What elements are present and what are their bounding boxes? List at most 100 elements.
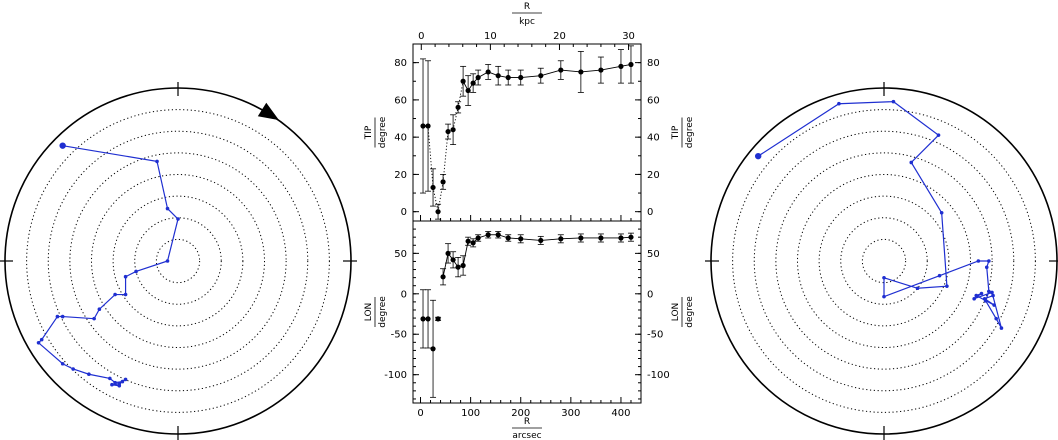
series-point	[976, 259, 981, 263]
x-tick-label: 100	[461, 408, 480, 419]
y-tick-label: -50	[391, 330, 407, 341]
series-segment	[600, 65, 622, 71]
dotted-ring	[797, 174, 971, 348]
series-segment	[462, 241, 469, 266]
y-axis-title: TIP degree	[671, 116, 695, 148]
series-point	[979, 291, 984, 296]
series-point	[891, 99, 896, 104]
data-point	[470, 80, 476, 86]
y-axis-name: LON	[364, 303, 374, 322]
dotted-ring	[69, 152, 287, 370]
series-point	[974, 293, 979, 298]
series-point	[939, 210, 944, 215]
series-point	[982, 296, 987, 301]
y-tick-label: 40	[394, 133, 407, 144]
y-tick-label: 60	[647, 95, 660, 106]
data-point	[450, 127, 456, 133]
outer-circle	[710, 87, 1058, 435]
y-tick-label: -100	[384, 370, 407, 381]
y-tick-label: 20	[394, 170, 407, 181]
series-point	[915, 286, 920, 291]
y-tick-label: 50	[647, 249, 660, 260]
data-point	[618, 63, 624, 69]
series-point	[123, 292, 128, 297]
series-point	[882, 294, 886, 299]
series-point	[909, 160, 914, 165]
x-top-tick-label: 10	[484, 31, 497, 42]
data-point	[450, 257, 456, 263]
data-point	[538, 237, 544, 244]
series-point	[55, 314, 60, 319]
y-tick-label: 0	[647, 207, 653, 218]
y-axis-title: LON degree	[671, 296, 695, 328]
series-segment	[457, 81, 464, 108]
y-axis-unit: degree	[685, 296, 695, 328]
series-segment	[432, 187, 439, 212]
series-point	[60, 361, 65, 366]
data-point	[618, 235, 624, 241]
y-tick-label: -100	[647, 370, 670, 381]
data-point	[598, 67, 604, 73]
dotted-ring	[47, 130, 309, 392]
series-segment	[520, 75, 541, 78]
series-point	[990, 290, 994, 295]
y-tick-label: 50	[394, 249, 407, 260]
data-point	[485, 232, 491, 238]
series-point	[87, 372, 91, 377]
dotted-ring	[861, 238, 907, 284]
data-point	[485, 69, 491, 75]
y-tick-label: -50	[647, 330, 663, 341]
y-tick-label: 0	[401, 289, 407, 300]
dotted-ring	[112, 195, 244, 327]
series-point	[120, 379, 125, 384]
data-point	[425, 123, 431, 129]
y-axis-unit: degree	[685, 116, 695, 148]
x-tick-label: 400	[611, 408, 630, 419]
series-point	[123, 274, 128, 279]
data-point	[445, 250, 451, 256]
series-point	[60, 314, 65, 319]
series-point	[992, 303, 996, 307]
y-tick-label: 0	[647, 289, 653, 300]
x-tick-label: 300	[561, 408, 580, 419]
series-point	[837, 101, 841, 106]
polar-plot-left	[0, 82, 357, 440]
y-axis-unit: degree	[378, 296, 388, 328]
series-point	[97, 307, 102, 312]
series-point	[987, 259, 991, 263]
data-point	[538, 73, 544, 79]
data-point	[475, 74, 481, 81]
series-segment	[560, 237, 581, 240]
data-point	[420, 316, 426, 322]
dotted-ring	[818, 195, 950, 327]
x-top-axis-unit: kpc	[519, 17, 535, 27]
data-point	[465, 87, 471, 94]
data-point	[495, 73, 501, 79]
series-point	[134, 269, 138, 274]
series-segment	[437, 181, 444, 212]
series-start-point	[754, 152, 762, 160]
series-point	[991, 293, 995, 298]
series-point	[117, 383, 122, 388]
x-axis-unit: arcsec	[512, 431, 541, 440]
series-point	[987, 289, 991, 294]
series-point	[945, 284, 949, 288]
series-point	[110, 382, 114, 387]
lon-vs-radius-panel: 50 50 0 0 -50 -50 -100 -100 LON degree LON degree 0 1…	[364, 220, 695, 440]
series-point	[155, 159, 159, 164]
data-point	[440, 274, 446, 280]
data-point	[518, 74, 524, 81]
y-tick-label: 0	[401, 207, 407, 218]
data-point	[460, 78, 466, 84]
dotted-ring	[91, 174, 265, 348]
series-point	[113, 380, 117, 385]
data-point	[440, 179, 446, 185]
plot-frame	[412, 220, 642, 404]
series-point	[165, 206, 170, 211]
data-point	[495, 232, 501, 238]
series-point	[113, 292, 117, 297]
data-point	[578, 235, 584, 241]
series-segment	[442, 131, 449, 182]
series-point	[71, 367, 75, 371]
